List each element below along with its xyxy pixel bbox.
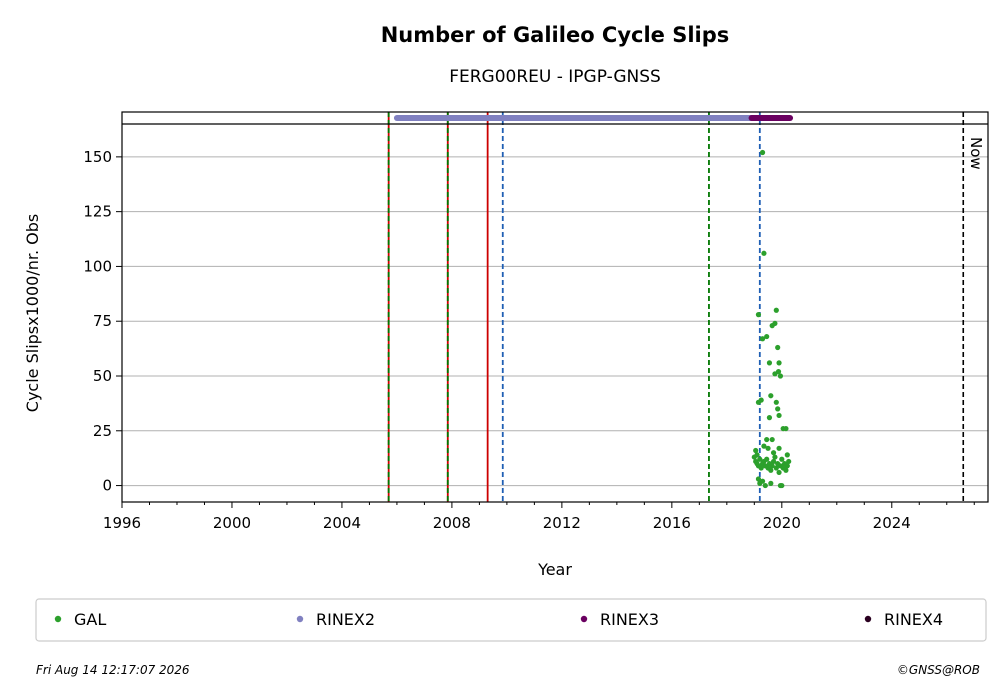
gal-point: [755, 312, 762, 318]
gal-point: [764, 436, 770, 443]
legend-box: [35, 598, 987, 642]
gal-point: [753, 447, 759, 454]
grid-lines: [122, 156, 988, 487]
legend: GAL RINEX2 RINEX3 RINEX4: [54, 610, 943, 629]
chart-subtitle: FERG00REU - IPGP-GNSS: [449, 67, 661, 87]
gal-point: [758, 397, 764, 403]
gal-point: [786, 458, 792, 465]
x-tick-label: 2008: [433, 514, 471, 532]
gal-point: [776, 469, 782, 476]
gal-point: [769, 463, 775, 469]
gal-point: [759, 478, 766, 484]
y-tick-label: 25: [93, 422, 112, 440]
y-axis-label: Cycle Slipsx1000/nr. Obs: [23, 214, 42, 412]
chart-title: Number of Galileo Cycle Slips: [381, 23, 730, 47]
gal-point: [761, 250, 767, 256]
plot-frame: [121, 111, 989, 503]
gal-point: [773, 465, 779, 471]
gal-point: [773, 399, 779, 405]
gal-point: [765, 445, 771, 451]
y-tick-label: 75: [93, 312, 112, 330]
x-tick-label: 2020: [763, 514, 801, 532]
x-tick-label: 2000: [213, 514, 251, 532]
gal-point: [755, 476, 762, 482]
gal-point: [783, 467, 789, 473]
gal-point: [759, 149, 766, 156]
gal-point: [775, 369, 782, 375]
gal-point: [768, 480, 774, 486]
gal-point: [770, 458, 777, 465]
legend-label-rinex2: RINEX2: [316, 610, 375, 629]
gal-point: [766, 415, 773, 421]
gal-point: [784, 452, 790, 458]
gal-point: [757, 456, 763, 462]
x-axis-label: Year: [537, 560, 572, 579]
gal-points: [751, 149, 792, 489]
y-tick-label: 150: [83, 148, 112, 166]
gal-point: [758, 465, 764, 471]
x-axis-ticks: 1996 2000 2004 2008 2012 2016 2020 2024: [103, 502, 975, 532]
legend-marker-rinex4: [864, 615, 872, 623]
gal-point: [768, 467, 774, 473]
gal-point: [770, 450, 777, 456]
gal-point: [776, 360, 782, 366]
gal-point: [764, 456, 770, 462]
gal-point: [776, 412, 782, 419]
x-tick-label: 2024: [873, 514, 911, 532]
gal-point: [768, 393, 774, 399]
legend-marker-gal: [54, 615, 62, 623]
gal-point: [775, 406, 781, 412]
gal-point: [772, 320, 778, 327]
footer-credit: ©GNSS@ROB: [897, 663, 980, 677]
gal-point: [779, 456, 785, 462]
gal-point: [762, 482, 768, 489]
now-label: Now: [967, 137, 985, 170]
y-tick-label: 100: [83, 257, 112, 275]
legend-label-rinex4: RINEX4: [884, 610, 943, 629]
gal-point: [777, 373, 784, 379]
y-axis-ticks: 0 25 50 75 100 125 150: [83, 148, 122, 495]
gal-point: [769, 436, 775, 443]
gal-point: [784, 463, 790, 469]
legend-label-gal: GAL: [74, 610, 106, 629]
gal-point: [766, 360, 773, 366]
x-tick-label: 2012: [543, 514, 581, 532]
gal-point: [773, 307, 779, 313]
x-tick-label: 2004: [323, 514, 361, 532]
y-tick-label: 125: [83, 203, 112, 221]
gal-point: [775, 344, 781, 351]
x-tick-label: 2016: [653, 514, 691, 532]
legend-marker-rinex3: [580, 615, 588, 623]
gal-point: [779, 482, 785, 489]
y-tick-label: 0: [102, 477, 112, 495]
gal-point: [776, 445, 782, 451]
gal-point: [761, 443, 767, 449]
x-tick-label: 1996: [103, 514, 141, 532]
y-tick-label: 50: [93, 367, 112, 385]
gal-point: [783, 425, 789, 432]
gal-point: [764, 333, 770, 340]
gal-point: [772, 454, 778, 460]
legend-label-rinex3: RINEX3: [600, 610, 659, 629]
gal-point: [751, 454, 757, 460]
footer-timestamp: Fri Aug 14 12:17:07 2026: [36, 663, 190, 677]
legend-marker-rinex2: [296, 615, 304, 623]
gal-point: [759, 336, 766, 342]
event-lines: [387, 112, 965, 502]
